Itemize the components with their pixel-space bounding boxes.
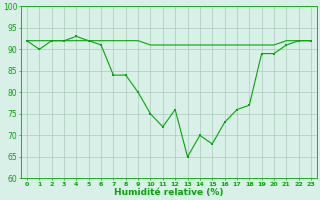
X-axis label: Humidité relative (%): Humidité relative (%) — [114, 188, 224, 197]
